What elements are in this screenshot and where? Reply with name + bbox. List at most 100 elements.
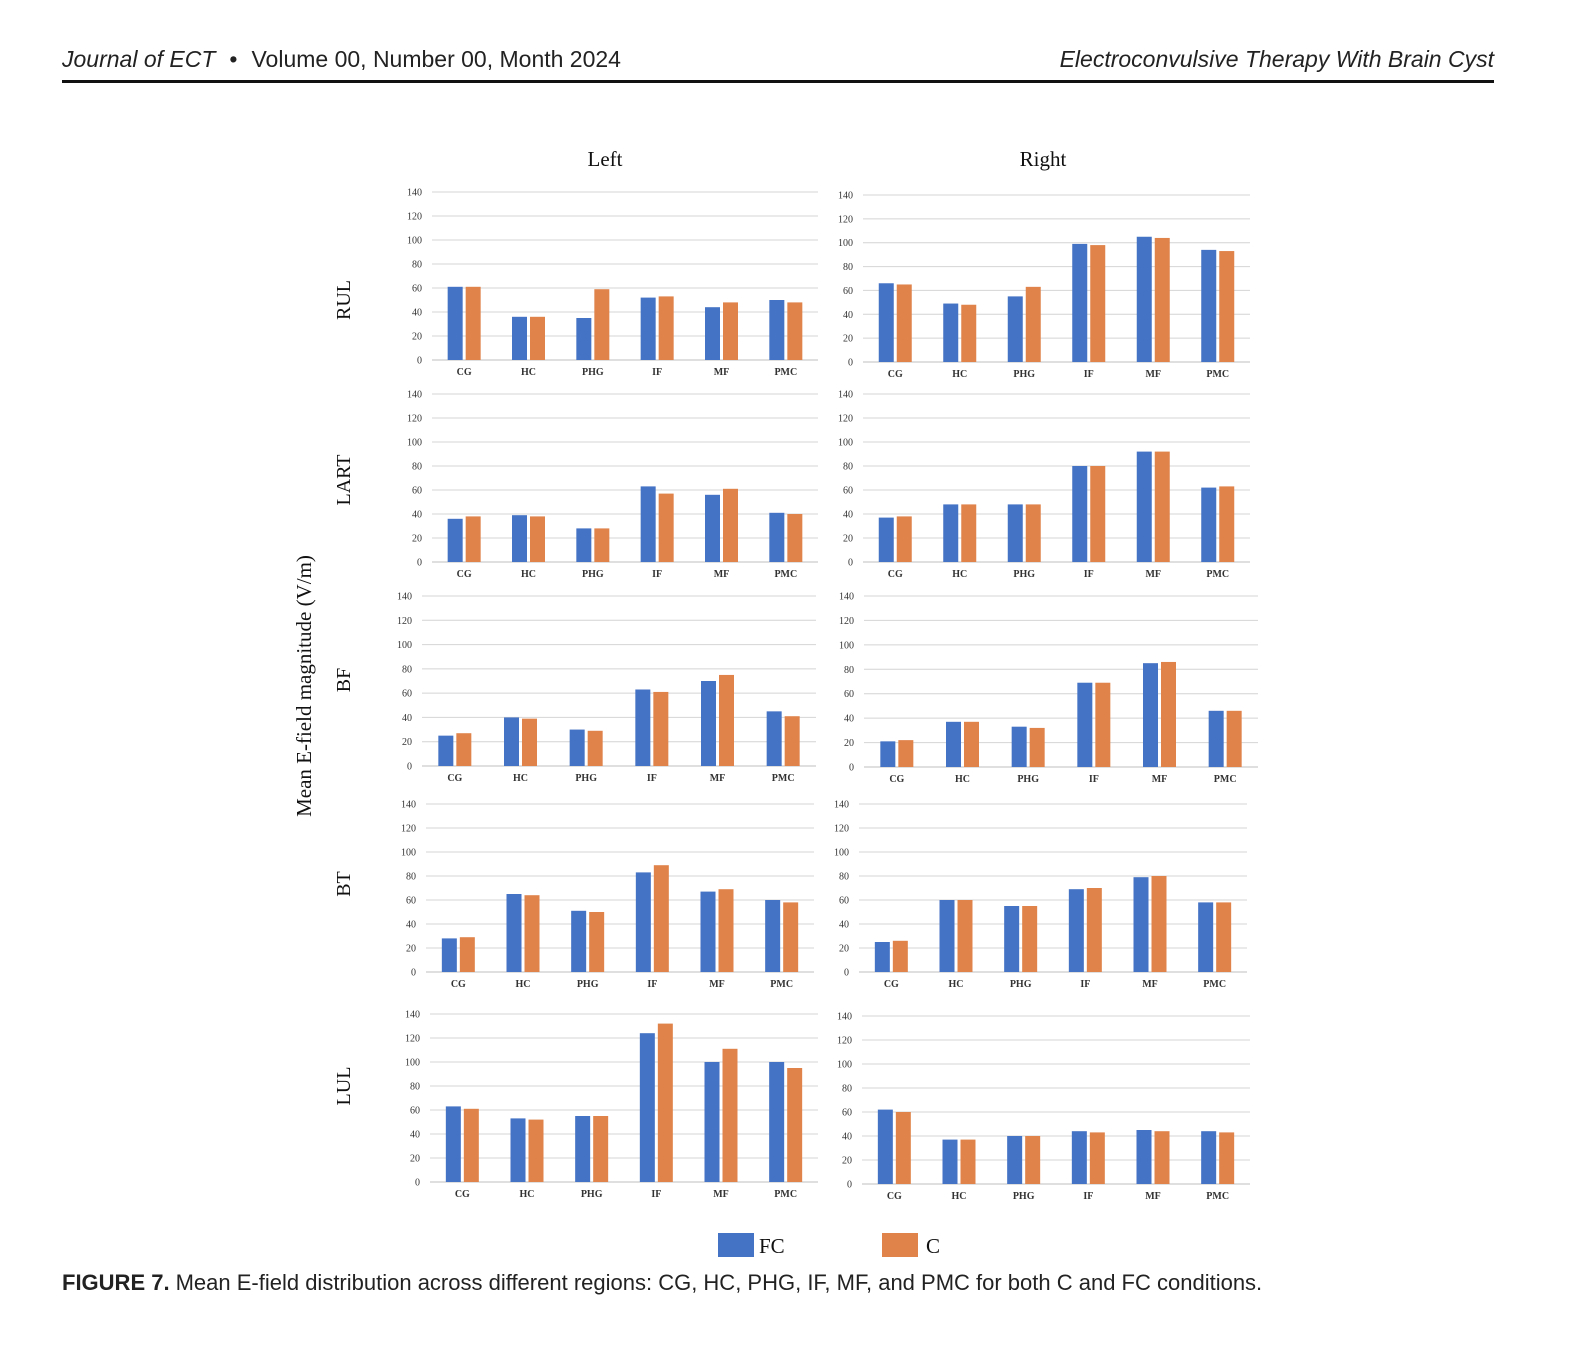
x-tick-label: PHG <box>575 773 597 784</box>
bar-bt-right-mf-c <box>1151 876 1167 972</box>
x-tick-label: PMC <box>1206 1191 1229 1202</box>
x-tick-label: CG <box>457 569 472 580</box>
y-tick-label: 40 <box>842 1132 852 1143</box>
y-tick-label: 40 <box>412 308 422 319</box>
running-header: Journal of ECT • Volume 00, Number 00, Mon… <box>62 46 1494 84</box>
bar-lul-right-mf-fc <box>1136 1130 1152 1184</box>
x-tick-label: IF <box>651 1189 661 1200</box>
bar-lart-right-if-c <box>1090 466 1106 562</box>
y-tick-label: 100 <box>837 1060 852 1071</box>
x-tick-label: MF <box>710 773 726 784</box>
y-tick-label: 20 <box>843 534 853 545</box>
x-tick-label: MF <box>713 1189 729 1200</box>
y-tick-label: 140 <box>838 191 853 202</box>
y-tick-label: 120 <box>405 1034 420 1045</box>
bar-rul-left-cg-fc <box>447 286 463 360</box>
row-label-rul: RUL <box>333 280 355 320</box>
bar-bt-right-pmc-fc <box>1198 902 1214 972</box>
bar-bt-left-pmc-fc <box>765 900 781 972</box>
y-tick-label: 120 <box>397 616 412 627</box>
bar-rul-left-phg-fc <box>576 318 592 360</box>
y-tick-label: 60 <box>843 286 853 297</box>
y-tick-label: 40 <box>412 510 422 521</box>
bar-lul-right-hc-fc <box>942 1139 958 1184</box>
y-tick-label: 0 <box>844 968 849 979</box>
bar-bf-left-pmc-fc <box>766 711 782 766</box>
x-tick-label: HC <box>952 1191 967 1202</box>
header-rule <box>62 80 1494 83</box>
y-tick-label: 60 <box>839 896 849 907</box>
x-tick-label: HC <box>955 774 970 785</box>
bar-rul-left-hc-c <box>530 316 545 360</box>
bar-bf-right-mf-fc <box>1143 663 1158 767</box>
bar-lul-right-phg-c <box>1025 1136 1041 1184</box>
x-tick-label: HC <box>521 367 536 378</box>
bar-lul-right-mf-c <box>1154 1131 1170 1184</box>
y-tick-label: 0 <box>411 968 416 979</box>
issue-info: Volume 00, Number 00, Month 2024 <box>251 46 621 72</box>
bar-bf-left-hc-fc <box>504 717 519 766</box>
bar-bt-right-mf-fc <box>1133 877 1149 972</box>
bar-rul-left-if-c <box>658 296 674 360</box>
legend-swatch-c <box>882 1233 918 1257</box>
y-tick-label: 100 <box>834 848 849 859</box>
y-tick-label: 120 <box>837 1036 852 1047</box>
bar-rul-right-hc-fc <box>943 303 959 362</box>
bar-lart-left-if-c <box>658 493 674 562</box>
bar-bf-right-pmc-c <box>1226 710 1242 767</box>
bar-bf-left-cg-fc <box>438 735 454 766</box>
x-tick-label: IF <box>647 773 657 784</box>
y-tick-label: 80 <box>844 665 854 676</box>
bar-rul-right-pmc-fc <box>1201 249 1217 362</box>
bar-bf-right-cg-fc <box>880 741 896 767</box>
y-tick-label: 120 <box>838 214 853 225</box>
x-tick-label: CG <box>887 1191 902 1202</box>
caption-label: FIGURE 7. <box>62 1270 170 1295</box>
x-tick-label: HC <box>513 773 528 784</box>
bar-rul-right-hc-c <box>961 304 977 362</box>
y-tick-label: 0 <box>417 356 422 367</box>
x-tick-label: HC <box>521 569 536 580</box>
bar-bt-right-cg-fc <box>874 942 890 972</box>
x-tick-label: IF <box>652 367 662 378</box>
x-tick-label: IF <box>1084 369 1094 380</box>
y-tick-label: 100 <box>407 236 422 247</box>
y-tick-label: 120 <box>839 616 854 627</box>
bar-lart-left-pmc-fc <box>769 512 785 562</box>
x-tick-label: PMC <box>774 1189 797 1200</box>
x-tick-label: PHG <box>1013 369 1035 380</box>
bar-rul-right-cg-fc <box>878 283 894 362</box>
bar-lul-right-cg-c <box>895 1112 911 1184</box>
bar-rul-right-phg-c <box>1025 286 1041 362</box>
y-tick-label: 0 <box>847 1180 852 1191</box>
y-tick-label: 20 <box>410 1154 420 1165</box>
bar-rul-right-mf-c <box>1154 237 1170 362</box>
bar-bf-right-pmc-fc <box>1208 710 1224 767</box>
column-title-right: Right <box>1020 147 1067 171</box>
column-title-left: Left <box>588 147 623 171</box>
bar-bt-right-phg-fc <box>1004 906 1020 972</box>
y-tick-label: 60 <box>842 1108 852 1119</box>
bar-lart-left-cg-c <box>465 516 481 562</box>
bar-bt-left-phg-fc <box>571 910 587 972</box>
x-tick-label: CG <box>447 773 462 784</box>
bar-lul-right-cg-fc <box>877 1109 893 1184</box>
bar-lart-right-mf-c <box>1154 451 1170 562</box>
y-tick-label: 80 <box>843 262 853 273</box>
bar-lul-right-if-fc <box>1071 1131 1087 1184</box>
y-tick-label: 80 <box>843 462 853 473</box>
x-tick-label: HC <box>952 569 967 580</box>
x-tick-label: IF <box>1080 979 1090 990</box>
x-tick-label: PMC <box>1206 369 1229 380</box>
y-tick-label: 80 <box>406 872 416 883</box>
bar-bf-right-phg-c <box>1029 727 1045 767</box>
row-label-lul: LUL <box>333 1067 355 1106</box>
y-tick-label: 40 <box>839 920 849 931</box>
y-tick-label: 100 <box>839 640 854 651</box>
bar-bt-left-mf-fc <box>700 891 716 972</box>
x-tick-label: CG <box>888 369 903 380</box>
journal-name: Journal of ECT <box>62 46 216 72</box>
y-tick-label: 100 <box>401 848 416 859</box>
bar-rul-left-pmc-c <box>787 302 803 360</box>
bar-rul-left-phg-c <box>594 289 610 360</box>
